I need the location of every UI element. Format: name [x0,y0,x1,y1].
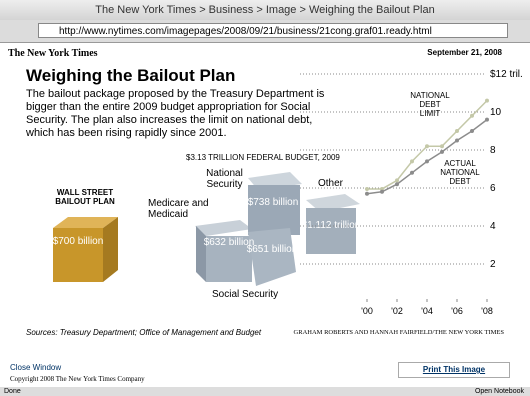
point [380,189,384,194]
window-title: The New York Times > Business > Image > … [95,4,435,16]
date: September 21, 2008 [427,48,502,57]
point [455,129,459,133]
address-bar[interactable]: http://www.nytimes.com/imagepages/2008/0… [38,23,508,38]
point [395,178,399,183]
headline: Weighing the Bailout Plan [26,66,236,85]
series-label: ACTUAL NATIONAL DEBT [440,159,480,186]
debt-chart: 2 4 6 8 10 $12 tril. '00 '02 '04 '06 '08 NATIONAL DE… [300,69,523,316]
point [470,113,474,118]
y-tick-label: 4 [490,221,496,232]
series-label: NATIONAL DEBT LIMIT [410,91,450,118]
status-bar: Done Open Notebook [0,387,530,396]
point [440,144,444,149]
block-label: WALL STREET BAILOUT PLAN [55,188,115,206]
point [455,138,459,143]
cube-top [306,194,360,212]
block-label: National Security [206,168,243,190]
budget-title: $3.13 TRILLION FEDERAL BUDGET, 2009 [186,153,340,162]
summary: The bailout package proposed by the Trea… [26,88,325,139]
block-amount: $700 billion [53,236,104,247]
cube-side [196,226,206,282]
point [365,191,369,196]
toolbar: http://www.nytimes.com/imagepages/2008/0… [0,20,530,43]
status: Done [4,388,21,395]
cube-top [53,217,118,228]
cube [306,208,356,254]
logo: The New York Times [8,48,98,59]
point [365,186,369,191]
x-tick-label: '04 [421,306,433,316]
print-button[interactable]: Print This Image [398,362,510,378]
close-window[interactable]: Close Window [10,363,62,372]
point [485,98,489,103]
y-tick-label: 6 [490,183,496,194]
notebook[interactable]: Open Notebook [474,388,524,395]
x-tick-label: '08 [481,306,493,316]
cube [248,228,296,286]
y-tick-label: 8 [490,145,496,156]
cube-top [195,220,252,236]
point [395,182,399,187]
block-label: Medicare and Medicaid [148,198,209,220]
point [425,144,429,149]
point [470,129,474,133]
x-tick-label: '06 [451,306,463,316]
block-label: Social Security [212,289,279,300]
block-amount: $632 billion [204,237,255,248]
sources: Sources: Treasury Department; Office of … [26,328,262,337]
cube [206,236,252,282]
x-tick-label: '00 [361,306,373,316]
y-tick-label: 2 [490,259,496,270]
point [425,159,429,164]
point [485,117,489,122]
point [380,186,384,191]
block-amount: $738 billion [248,197,299,208]
x-tick-label: '02 [391,306,403,316]
cube [248,185,300,235]
cube [53,228,103,282]
copyright: Copyright 2008 The New York Times Compan… [10,375,145,383]
point [410,159,414,164]
block-amount: $651 billion [247,244,298,255]
block-label: Other [318,178,344,189]
url: http://www.nytimes.com/imagepages/2008/0… [59,26,432,37]
y-tick-label: 10 [490,107,502,118]
title-bar: The New York Times > Business > Image > … [0,0,530,20]
y-tick-label: $12 tril. [490,69,523,80]
point [410,170,414,175]
cube-side [103,217,118,282]
credit: GRAHAM ROBERTS AND HANNAH FAIRFIELD/THE … [293,329,504,336]
point [440,149,444,154]
